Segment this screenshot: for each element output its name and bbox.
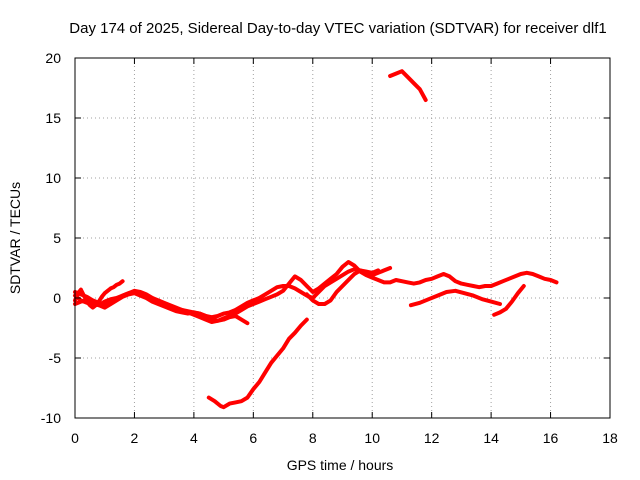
x-tick-labels: 0 2 4 6 8 10 12 14 16 18 — [71, 430, 618, 446]
ticks — [74, 57, 611, 419]
series-line-track-5 — [206, 317, 309, 410]
series-line-track-6 — [388, 69, 428, 102]
chart-title: Day 174 of 2025, Sidereal Day-to-day VTE… — [69, 20, 606, 37]
x-tick-label: 12 — [424, 430, 440, 446]
series-line-track-3 — [73, 260, 559, 324]
x-tick-label: 10 — [364, 430, 380, 446]
x-tick-label: 6 — [249, 430, 257, 446]
x-tick-label: 18 — [602, 430, 618, 446]
x-tick-label: 2 — [131, 430, 139, 446]
x-tick-label: 8 — [309, 430, 317, 446]
x-tick-label: 16 — [543, 430, 559, 446]
x-axis-label: GPS time / hours — [287, 457, 394, 473]
series-line-track-4 — [73, 291, 250, 326]
series-line-track-9 — [304, 268, 381, 306]
x-tick-label: 14 — [483, 430, 499, 446]
x-tick-label: 4 — [190, 430, 198, 446]
y-tick-label: -10 — [41, 410, 61, 426]
series-line-track-8 — [492, 284, 526, 317]
series-line-track-7 — [408, 288, 502, 308]
x-tick-label: 0 — [71, 430, 79, 446]
y-tick-label: 0 — [53, 290, 61, 306]
y-tick-label: 5 — [53, 230, 61, 246]
series-layer — [73, 69, 559, 410]
grid — [75, 58, 610, 418]
y-tick-labels: -10 -5 0 5 10 15 20 — [41, 50, 61, 426]
y-tick-label: 20 — [45, 50, 61, 66]
y-tick-label: 10 — [45, 170, 61, 186]
y-axis-label: SDTVAR / TECUs — [7, 182, 23, 294]
y-tick-label: 15 — [45, 110, 61, 126]
series-line-track-2 — [73, 266, 393, 320]
y-tick-label: -5 — [49, 350, 62, 366]
